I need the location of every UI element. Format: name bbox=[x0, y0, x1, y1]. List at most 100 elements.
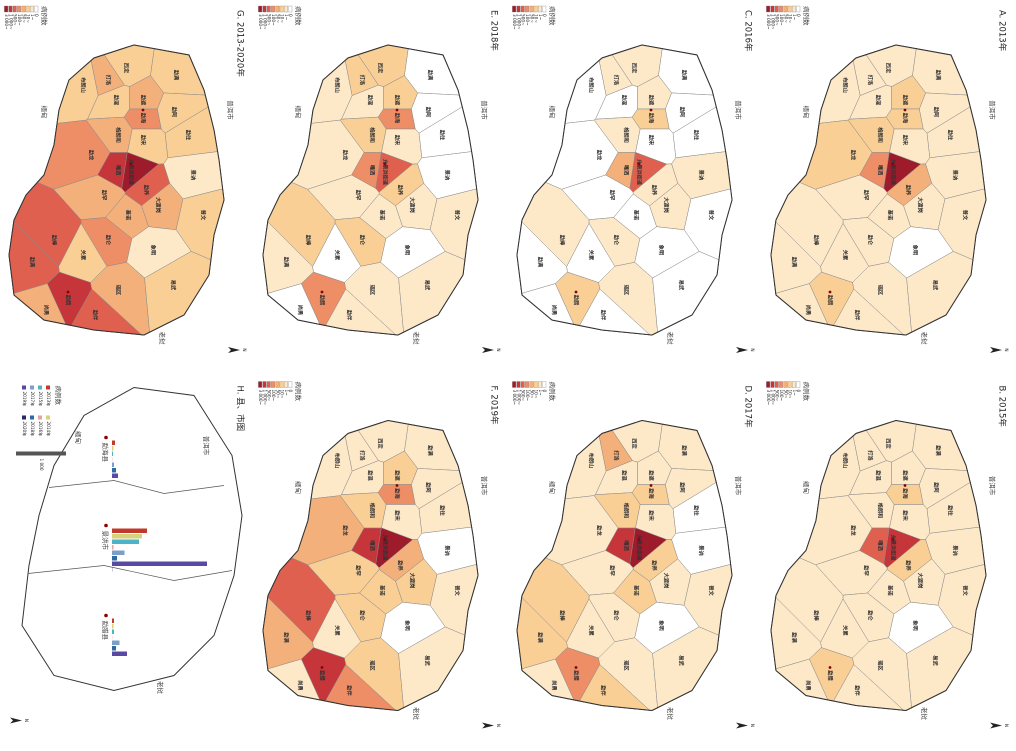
legend-label: 2016年 bbox=[37, 422, 44, 437]
legend-swatch bbox=[262, 5, 267, 13]
region-label: 嘎洒 bbox=[369, 540, 377, 551]
legend-label: 3 000~ bbox=[4, 14, 9, 30]
region-label: 景讷 bbox=[190, 169, 198, 180]
region-label: 西定 bbox=[377, 63, 385, 74]
panel-title: H. 县、市图 bbox=[235, 386, 246, 432]
panel-title: G. 2013-2020年 bbox=[235, 10, 246, 77]
region-label: 勐混 bbox=[367, 95, 375, 106]
legend-label: 50~ bbox=[783, 14, 788, 23]
region-label: 勐腊 bbox=[573, 670, 581, 681]
region-label: 格朗和 bbox=[877, 503, 885, 519]
bar bbox=[112, 534, 142, 539]
legend-swatch bbox=[525, 381, 529, 388]
region-label: 大渡岗 bbox=[409, 197, 417, 213]
region-label: 基诺 bbox=[379, 584, 387, 596]
region-label: 勐满 bbox=[791, 257, 799, 268]
map-border bbox=[262, 44, 479, 336]
county-panel: H. 县、市图普洱市缅甸老挝N勐海县景洪市勐腊县病例数2013年2014年201… bbox=[10, 385, 246, 724]
region-label: 打洛 bbox=[867, 450, 875, 461]
region-label: 瑶区 bbox=[623, 285, 631, 296]
legend-swatch bbox=[275, 381, 280, 388]
region-label: 西定 bbox=[885, 438, 893, 449]
region-label: 景讷 bbox=[698, 544, 706, 555]
region-label: 勐混 bbox=[621, 95, 629, 106]
region-label: 西定 bbox=[377, 438, 385, 449]
north-label: N bbox=[496, 724, 501, 727]
annotation: 缅甸 bbox=[802, 106, 811, 119]
legend-label: 3 000~ bbox=[258, 390, 263, 406]
region-label: 勐宋 bbox=[902, 135, 910, 146]
region-label: 允景洪街道 bbox=[636, 158, 644, 186]
north-label: N bbox=[242, 348, 247, 351]
legend-label: 10~ bbox=[280, 14, 285, 23]
legend-swatch bbox=[516, 381, 521, 388]
legend-swatch bbox=[766, 381, 771, 388]
legend-swatch bbox=[288, 5, 293, 13]
map-border bbox=[516, 419, 733, 712]
north-label: N bbox=[750, 724, 755, 727]
region-label: 勐满 bbox=[537, 257, 545, 268]
region-label: 勐腊 bbox=[573, 295, 581, 306]
legend-label: 50~ bbox=[275, 14, 280, 23]
legend-swatch bbox=[21, 5, 26, 13]
seat-dot bbox=[903, 484, 907, 487]
map-border bbox=[770, 419, 987, 712]
legend-label: 1 000~ bbox=[770, 14, 775, 30]
region-label: 勐混 bbox=[875, 95, 883, 106]
seat-dot bbox=[891, 162, 895, 166]
legend-title: 病例数 bbox=[294, 6, 303, 26]
region-label: 关累 bbox=[80, 250, 88, 260]
region-label: 格朗和 bbox=[623, 503, 631, 519]
seat-dot bbox=[395, 108, 399, 112]
panel-title: D. 2017年 bbox=[743, 386, 754, 429]
legend-swatch bbox=[533, 381, 538, 388]
annotation: 普洱市 bbox=[988, 476, 997, 496]
seat-dot bbox=[141, 108, 145, 112]
region-label: 勐阿 bbox=[171, 107, 179, 118]
bar bbox=[112, 624, 114, 629]
bar bbox=[112, 651, 127, 656]
region-label: 景讷 bbox=[444, 169, 452, 180]
legend-swatch bbox=[266, 5, 271, 13]
seat-dot bbox=[637, 538, 641, 541]
north-arrow bbox=[10, 717, 22, 724]
annotation: 缅甸 bbox=[294, 106, 303, 119]
legend-swatch bbox=[766, 5, 771, 13]
legend-swatch bbox=[271, 5, 275, 13]
region-label: 勐混 bbox=[875, 470, 883, 481]
seat-dot bbox=[383, 538, 387, 541]
bar bbox=[112, 473, 118, 478]
region-label: 勐往 bbox=[439, 505, 447, 516]
region-label: 普文 bbox=[200, 210, 208, 221]
legend-swatch bbox=[529, 5, 534, 13]
region-label: 关累 bbox=[588, 625, 596, 635]
region-label: 勐仑 bbox=[105, 235, 113, 246]
region-label: 打洛 bbox=[359, 75, 367, 86]
region-label: 勐捧 bbox=[305, 235, 313, 246]
legend-label: 10~ bbox=[534, 390, 539, 399]
region-label: 易武 bbox=[170, 280, 178, 291]
region-label: 勐海 bbox=[394, 488, 402, 499]
legend-title: 病例数 bbox=[54, 386, 63, 406]
north-label: N bbox=[750, 348, 755, 351]
legend-swatch bbox=[774, 381, 779, 388]
region-label: 勐伴 bbox=[854, 685, 862, 696]
legend-title: 病例数 bbox=[40, 6, 49, 26]
scale-bar bbox=[16, 451, 66, 456]
bar bbox=[112, 451, 113, 456]
annotation: 老挝 bbox=[158, 332, 167, 346]
region-label: 勐宋 bbox=[394, 510, 402, 521]
legend-swatch bbox=[542, 381, 547, 388]
region-label: 勐满 bbox=[29, 257, 37, 268]
region-label: 勐混 bbox=[367, 470, 375, 481]
region-label: 格朗和 bbox=[115, 127, 123, 143]
region-label: 基诺 bbox=[633, 209, 641, 221]
legend-label: 1~ bbox=[792, 14, 797, 21]
seat-dot bbox=[574, 666, 578, 669]
legend-label: 1~ bbox=[284, 14, 289, 21]
north-arrow bbox=[990, 722, 1002, 729]
legend-label: 0 bbox=[34, 14, 39, 17]
